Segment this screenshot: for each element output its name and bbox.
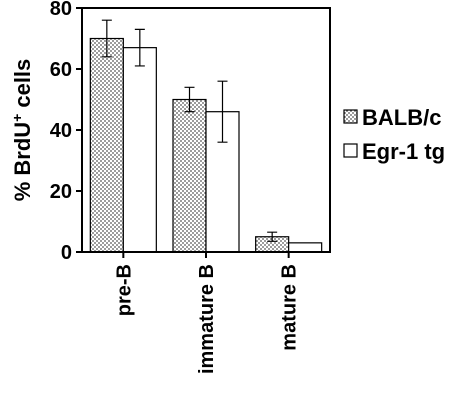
error-bar <box>184 86 195 113</box>
legend-swatch <box>343 109 358 124</box>
bar <box>288 242 323 253</box>
bar <box>89 37 124 253</box>
legend-label: Egr-1 tg <box>362 139 445 164</box>
y-tick-label: 60 <box>50 59 72 81</box>
legend-swatch <box>343 143 358 158</box>
y-axis-label: % BrdU+ cells <box>9 59 35 202</box>
y-label-main: % BrdU <box>10 122 35 201</box>
y-tick-label: 0 <box>61 242 72 264</box>
error-bar <box>267 231 278 242</box>
error-bar <box>134 28 145 67</box>
y-tick-label: 80 <box>50 0 72 20</box>
error-bar <box>101 19 112 58</box>
y-tick-label: 20 <box>50 181 72 203</box>
x-tick-label: pre-B <box>113 264 135 316</box>
legend-label: BALB/c <box>362 105 441 130</box>
x-tick-label: mature B <box>279 264 301 351</box>
bar <box>122 47 157 253</box>
bar <box>172 98 207 253</box>
y-tick-label: 40 <box>50 120 72 142</box>
error-bar <box>217 80 228 143</box>
x-tick-label: immature B <box>196 264 218 374</box>
y-label-rest: cells <box>10 59 35 108</box>
y-label-sup: + <box>9 114 25 122</box>
